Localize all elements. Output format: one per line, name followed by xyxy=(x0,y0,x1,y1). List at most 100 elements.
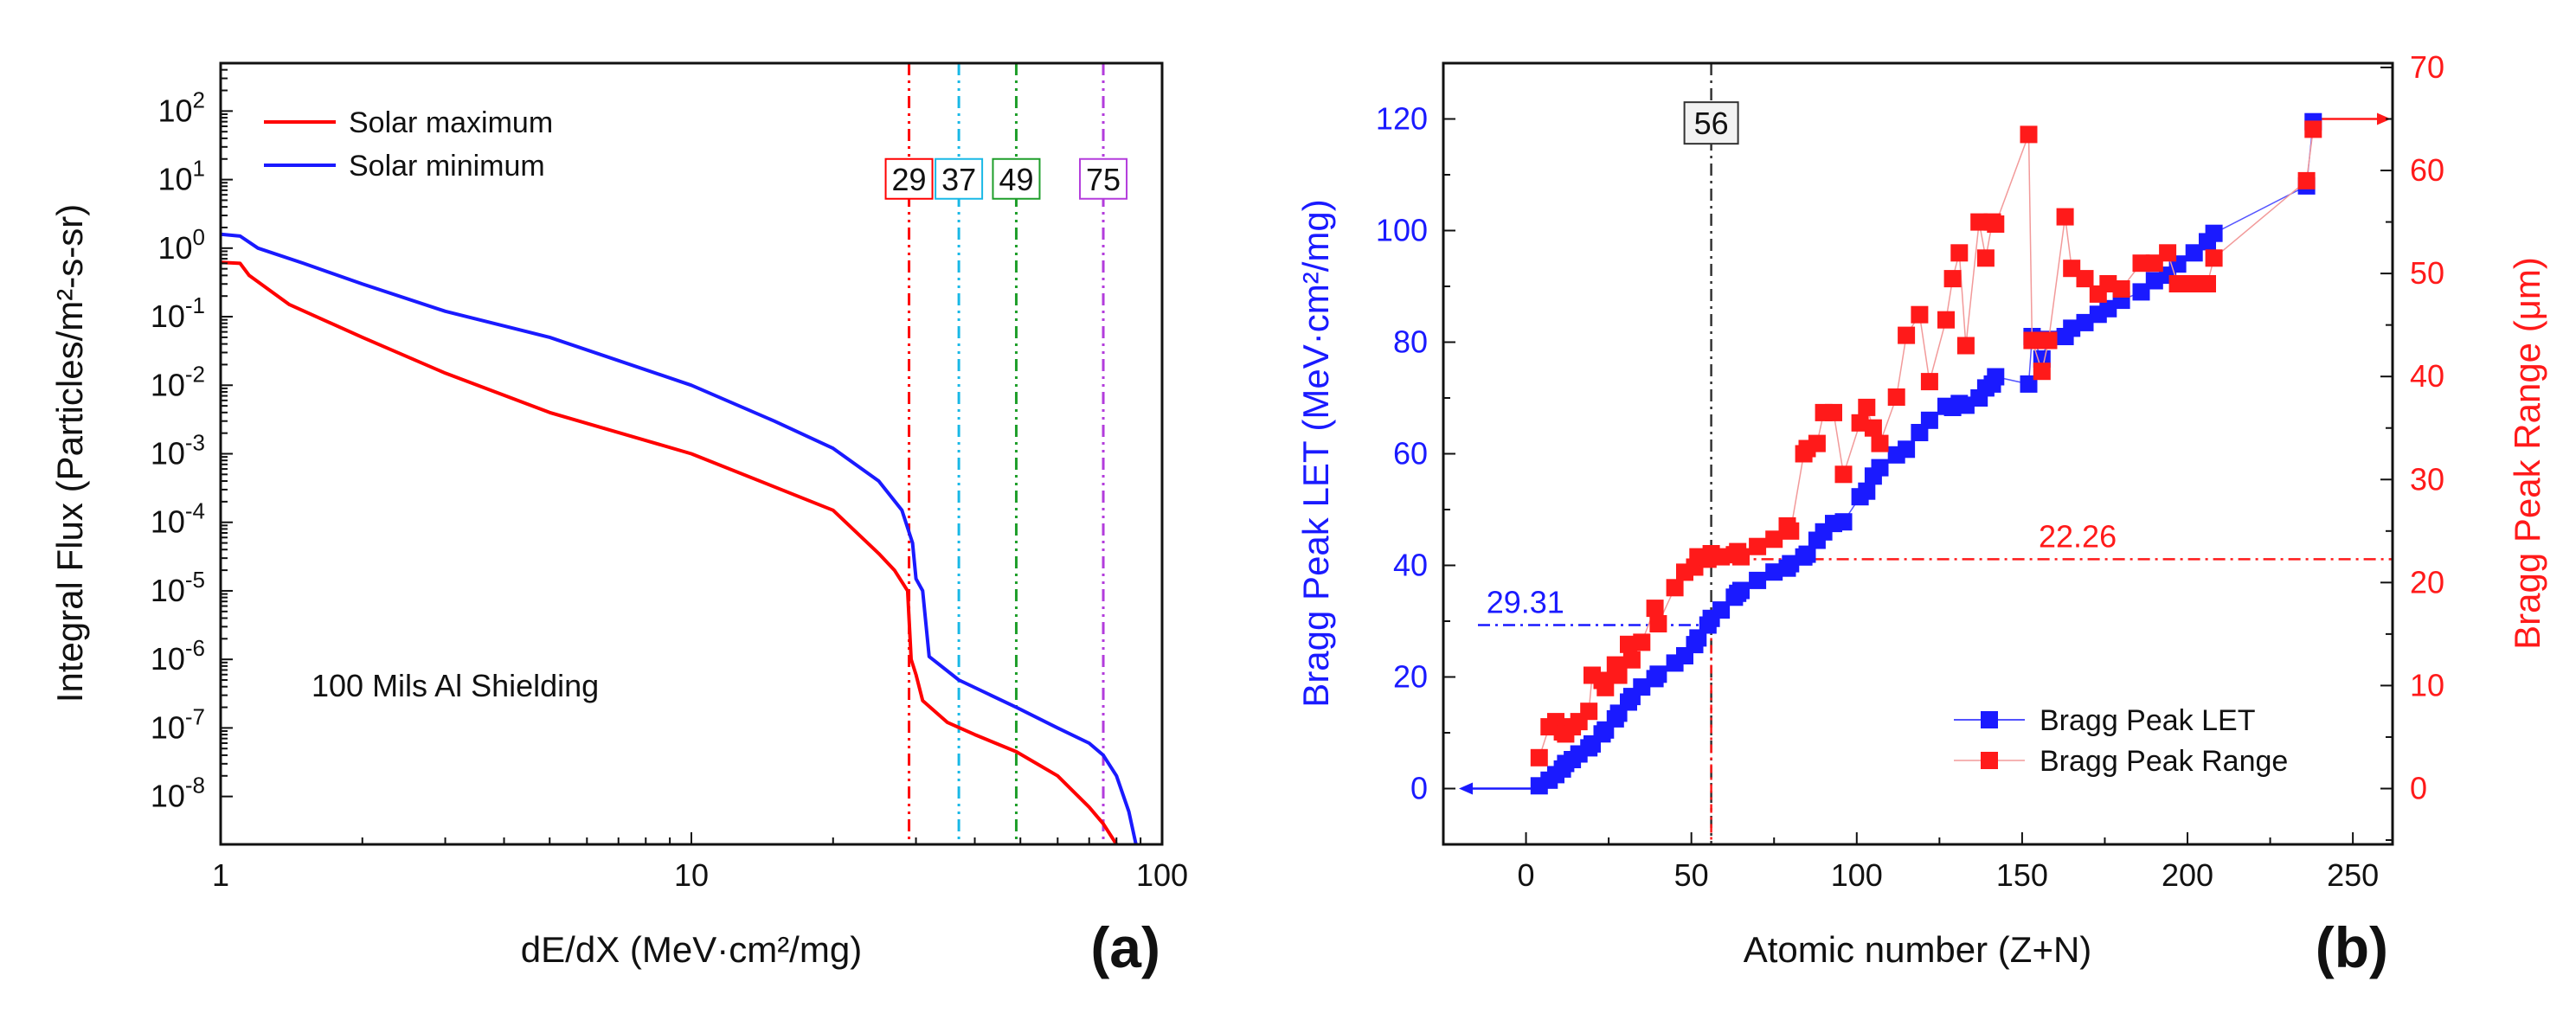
data-point-range xyxy=(1633,633,1651,651)
y-tick-label-a: 10-6 xyxy=(151,635,205,677)
data-point-range xyxy=(1976,249,1995,267)
data-point-range xyxy=(1666,579,1684,597)
data-point-range xyxy=(2185,275,2203,292)
data-point-range xyxy=(2099,275,2117,292)
data-point-let xyxy=(2099,299,2117,318)
data-point-let xyxy=(1987,368,2005,386)
y-right-tick-label-b: 70 xyxy=(2410,49,2444,85)
vline-label-56: 56 xyxy=(1694,106,1729,141)
data-point-range xyxy=(2199,275,2216,292)
data-point-range xyxy=(2297,171,2316,189)
y-tick-label-a: 10-3 xyxy=(151,430,205,472)
y-tick-label-a: 10-4 xyxy=(151,498,205,540)
data-point-range xyxy=(1596,678,1615,696)
y-left-tick-label-b: 120 xyxy=(1376,101,1428,137)
y-right-tick-label-b: 60 xyxy=(2410,152,2444,188)
data-point-let xyxy=(1749,571,1767,589)
legend-marker-range xyxy=(1981,752,1998,769)
data-point-let xyxy=(2185,244,2203,262)
legend-label-solar-max: Solar maximum xyxy=(349,106,553,139)
shielding-annotation: 100 Mils Al Shielding xyxy=(312,668,599,703)
y-axis-label-b-left: Bragg Peak LET (MeV·cm²/mg) xyxy=(1295,199,1336,707)
data-point-range xyxy=(2304,120,2322,138)
data-point-range xyxy=(1712,548,1731,566)
data-point-range xyxy=(2159,244,2177,262)
y-left-tick-label-b: 60 xyxy=(1393,436,1428,472)
panel-label-a: (a) xyxy=(1090,915,1160,979)
data-point-range xyxy=(1887,388,1905,406)
data-point-range xyxy=(2023,331,2041,350)
y-tick-label-a: 10-2 xyxy=(151,361,205,402)
data-point-range xyxy=(1858,398,1876,416)
legend-label-range: Bragg Peak Range xyxy=(2040,745,2288,778)
data-point-let xyxy=(2020,375,2038,393)
y-axis-label-a: Integral Flux (Particles/m²-s-sr) xyxy=(49,204,90,702)
data-point-range xyxy=(1808,434,1826,452)
panel-a-ticks: 1 10 100 102 101 100 10-1 10-2 10-3 10-4 10-5 10-6 1… xyxy=(151,62,1188,893)
data-point-range xyxy=(1646,600,1664,618)
data-point-range xyxy=(1749,537,1767,555)
data-point-let xyxy=(1858,482,1876,500)
legend-label-solar-min: Solar minimum xyxy=(349,150,545,183)
series-line-solar-max xyxy=(220,260,1118,846)
y-right-tick-label-b: 20 xyxy=(2410,564,2444,600)
y-left-tick-label-b: 100 xyxy=(1376,213,1428,248)
y-right-tick-label-b: 40 xyxy=(2410,358,2444,394)
y-right-tick-label-b: 0 xyxy=(2410,770,2427,805)
data-point-range xyxy=(1943,270,1962,288)
panel-a: 29 37 49 75 1 10 100 102 101 100 10-1 10-2 10-3 10-4… xyxy=(49,61,1188,979)
data-point-range xyxy=(1649,615,1667,632)
data-point-range xyxy=(1898,326,1916,344)
data-point-range xyxy=(1920,373,1938,391)
data-point-range xyxy=(1732,548,1750,566)
data-point-range xyxy=(2145,254,2163,273)
data-point-let xyxy=(1956,396,1975,414)
y-tick-label-a: 100 xyxy=(157,224,205,266)
panel-label-b: (b) xyxy=(2316,915,2388,979)
vline-box-29 xyxy=(884,157,934,200)
vline-box-56 xyxy=(1683,101,1739,145)
x-tick-label-a: 10 xyxy=(674,857,709,893)
data-point-let xyxy=(1798,545,1816,563)
y-right-tick-label-b: 50 xyxy=(2410,255,2444,291)
data-point-range xyxy=(1911,305,1929,324)
data-point-range xyxy=(2063,260,2081,278)
y-right-tick-label-b: 10 xyxy=(2410,667,2444,702)
data-point-let xyxy=(1898,440,1916,459)
data-point-let xyxy=(1649,665,1667,683)
legend-label-let: Bragg Peak LET xyxy=(2040,704,2255,737)
data-point-let xyxy=(1633,678,1651,696)
data-point-range xyxy=(2112,280,2130,298)
y-axis-label-b-right: Bragg Peak Range (μm) xyxy=(2507,257,2547,650)
y-tick-label-a: 10-5 xyxy=(151,567,205,608)
y-left-tick-label-b: 20 xyxy=(1393,659,1428,695)
vline-label-29: 29 xyxy=(892,162,927,197)
data-point-range xyxy=(1782,522,1800,540)
data-point-range xyxy=(1622,651,1641,669)
data-point-range xyxy=(1765,530,1783,548)
y-left-tick-label-b: 0 xyxy=(1410,771,1428,806)
data-point-range xyxy=(1871,434,1889,452)
panel-a-marks: 29 37 49 75 xyxy=(220,63,1138,846)
x-tick-label-b: 150 xyxy=(1996,857,2048,893)
series-line-solar-min xyxy=(220,232,1138,845)
y-tick-label-a: 10-1 xyxy=(151,292,205,334)
data-point-let xyxy=(1920,411,1938,429)
data-point-range xyxy=(2205,249,2223,267)
x-tick-label-b: 0 xyxy=(1518,857,1535,893)
y-tick-label-a: 101 xyxy=(157,156,205,197)
panel-b-marks: 56 29.31 22.26 xyxy=(1459,63,2393,844)
series-line-range xyxy=(1539,129,2315,759)
data-point-range xyxy=(2132,254,2150,273)
data-point-range xyxy=(1937,311,1955,329)
x-tick-label-a: 100 xyxy=(1136,857,1188,893)
y-left-tick-label-b: 80 xyxy=(1393,324,1428,360)
vline-label-37: 37 xyxy=(941,162,976,197)
data-point-range xyxy=(2168,275,2187,292)
hline-label-29-31: 29.31 xyxy=(1487,584,1564,619)
vline-box-37 xyxy=(935,157,984,200)
vline-label-75: 75 xyxy=(1086,162,1121,197)
data-point-range xyxy=(1580,702,1598,721)
